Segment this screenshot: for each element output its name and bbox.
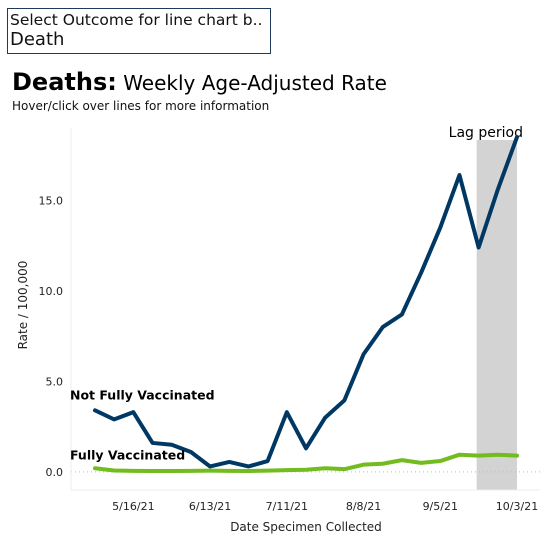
- x-axis-ticks: 5/16/21 6/13/21 7/11/21 8/8/21 9/5/21 10/3/21: [112, 500, 538, 513]
- outcome-select[interactable]: Select Outcome for line chart b.. Death: [7, 8, 271, 54]
- x-tick-label: 5/16/21: [112, 500, 154, 513]
- chart-title-bold: Deaths:: [12, 68, 117, 96]
- y-axis-title: Rate / 100,000: [16, 261, 30, 350]
- lag-period-label: Lag period: [449, 125, 523, 141]
- x-tick-label: 7/11/21: [266, 500, 308, 513]
- chart-title-rest: Weekly Age-Adjusted Rate: [116, 71, 387, 95]
- outcome-select-value[interactable]: Death: [10, 29, 65, 50]
- y-axis-ticks: 0.0 5.0 10.0 15.0: [39, 194, 64, 479]
- series-line-not-fully-vaccinated[interactable]: [93, 135, 519, 469]
- y-tick-label: 15.0: [39, 194, 64, 207]
- x-tick-label: 6/13/21: [189, 500, 231, 513]
- y-tick-label: 0.0: [46, 466, 64, 479]
- chart-title: Deaths: Weekly Age-Adjusted Rate: [12, 68, 387, 96]
- x-tick-label: 8/8/21: [346, 500, 381, 513]
- y-tick-label: 5.0: [46, 375, 64, 388]
- series-lines: [93, 135, 519, 473]
- series-label-fully-vaccinated[interactable]: Fully Vaccinated: [70, 447, 185, 462]
- y-tick-label: 10.0: [39, 285, 64, 298]
- x-tick-label: 10/3/21: [496, 500, 538, 513]
- outcome-select-label: Select Outcome for line chart b..: [10, 11, 263, 29]
- chart-subtitle: Hover/click over lines for more informat…: [12, 99, 270, 113]
- x-axis-title: Date Specimen Collected: [230, 520, 382, 534]
- x-tick-label: 9/5/21: [423, 500, 458, 513]
- series-line-fully-vaccinated[interactable]: [93, 452, 519, 473]
- series-label-not-fully-vaccinated[interactable]: Not Fully Vaccinated: [70, 387, 215, 402]
